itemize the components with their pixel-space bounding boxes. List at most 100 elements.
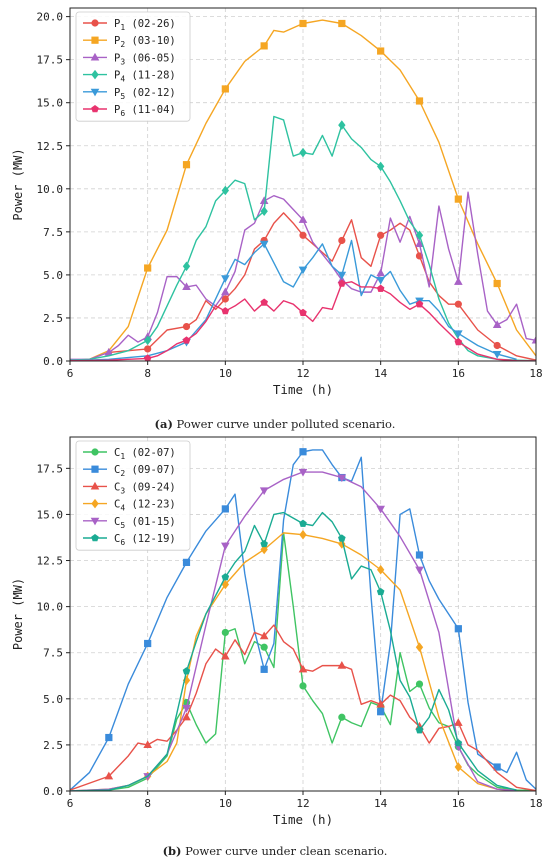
marker-p6 [338, 279, 346, 287]
marker-c5 [182, 704, 191, 713]
series-line-c2 [70, 449, 536, 791]
marker-c4 [338, 539, 346, 549]
marker-p5 [454, 330, 463, 339]
marker-c1 [221, 628, 229, 637]
marker-c4 [454, 762, 463, 772]
marker-p6 [299, 308, 307, 317]
legend-label-c1: C1 (02-07) [114, 447, 176, 461]
caption-b-text: Power curve under clean scenario. [185, 844, 388, 858]
marker-p3 [182, 282, 191, 291]
x-tick-label: 16 [452, 367, 465, 380]
marker-p4 [299, 147, 307, 158]
y-tick-label: 7.5 [43, 226, 63, 239]
marker-c3 [337, 661, 347, 669]
marker-p3 [221, 287, 230, 296]
legend-label-c2: C2 (09-07) [114, 464, 176, 478]
marker-c5 [298, 468, 308, 477]
legend-marker-c1 [91, 448, 99, 456]
x-tick-label: 10 [219, 367, 232, 380]
marker-c5 [259, 487, 269, 496]
marker-p6 [221, 307, 230, 315]
series-line-p3 [70, 191, 536, 360]
y-axis-label: Power (MW) [11, 148, 25, 220]
marker-p2 [221, 85, 229, 93]
marker-p2 [144, 264, 152, 272]
caption-b: (b) Power curve under clean scenario. [0, 844, 550, 858]
x-tick-label: 8 [144, 797, 151, 810]
marker-p2 [338, 19, 346, 28]
legend-a: P1 (02-26) P2 (03-10) P3 (06-05) P4 (11-28)… [75, 11, 191, 122]
plot-area [70, 448, 536, 791]
legend-b: C1 (02-07) C2 (09-07) C3 (09-24) C4 (12-23)… [75, 440, 191, 551]
marker-p5 [298, 266, 308, 275]
x-tick-label: 14 [374, 367, 388, 380]
marker-c6 [338, 534, 346, 542]
marker-c5 [221, 542, 230, 551]
marker-c6 [454, 739, 463, 747]
marker-c4 [376, 564, 385, 575]
legend-label-p6: P6 (11-04) [114, 104, 176, 118]
legend-label-c3: C3 (09-24) [114, 481, 176, 495]
marker-p1 [221, 295, 229, 303]
x-tick-label: 10 [219, 797, 232, 810]
legend-marker-c5 [90, 517, 100, 526]
marker-p1 [182, 322, 191, 331]
y-tick-label: 7.5 [43, 647, 63, 660]
marker-c2 [299, 448, 307, 456]
marker-c1 [260, 643, 268, 651]
marker-p6 [376, 284, 385, 292]
series-line-c6 [70, 511, 517, 791]
legend-label-p1: P1 (02-26) [114, 18, 176, 32]
marker-c4 [221, 579, 230, 590]
chart-b: 6 8 10 12 14 16 18 0.0 2.5 5.0 7.5 10.0 12.5 15.0 17.5… [11, 436, 543, 827]
marker-p5 [221, 275, 230, 283]
legend-marker-p4 [91, 69, 99, 80]
y-tick-label: 20.0 [37, 11, 64, 24]
marker-c2 [144, 639, 152, 648]
y-tick-label: 0.0 [43, 355, 63, 368]
marker-p2 [493, 279, 501, 288]
marker-p1 [144, 345, 152, 353]
legend-label-c5: C5 (01-15) [114, 516, 176, 530]
marker-p5 [259, 240, 269, 249]
marker-c3 [104, 771, 114, 780]
series-line-c4 [70, 532, 517, 791]
x-tick-label: 14 [374, 797, 388, 810]
marker-p6 [182, 336, 191, 344]
marker-p5 [376, 276, 385, 285]
marker-p1 [454, 300, 462, 308]
marker-c2 [493, 763, 501, 771]
marker-p2 [182, 161, 191, 169]
y-tick-label: 17.5 [37, 54, 64, 67]
marker-c6 [376, 587, 385, 596]
legend-marker-p2 [91, 36, 99, 44]
marker-p4 [376, 161, 385, 172]
legend-marker-p3 [90, 52, 100, 61]
marker-p1 [299, 231, 307, 239]
marker-c6 [260, 539, 268, 548]
marker-c2 [221, 505, 229, 513]
marker-p2 [415, 97, 424, 105]
marker-p3 [259, 196, 269, 204]
legend-box [75, 11, 191, 122]
marker-c2 [454, 625, 462, 633]
marker-p4 [415, 230, 424, 241]
marker-p1 [338, 236, 346, 245]
marker-c3 [143, 740, 152, 749]
y-tick-label: 12.5 [37, 140, 64, 153]
caption-a-text: Power curve under polluted scenario. [176, 417, 396, 431]
legend-label-p2: P2 (03-10) [114, 35, 176, 49]
marker-p4 [260, 206, 268, 216]
y-tick-label: 5.0 [43, 693, 63, 706]
marker-p2 [260, 42, 268, 50]
x-axis-label: Time (h) [273, 382, 333, 397]
marker-p1 [493, 341, 501, 350]
marker-p6 [415, 300, 424, 308]
marker-p4 [338, 120, 346, 130]
marker-c5 [337, 474, 347, 483]
marker-p4 [182, 261, 191, 272]
marker-c5 [415, 566, 424, 575]
marker-p3 [454, 277, 463, 285]
marker-p2 [454, 195, 462, 203]
marker-c2 [377, 708, 385, 716]
